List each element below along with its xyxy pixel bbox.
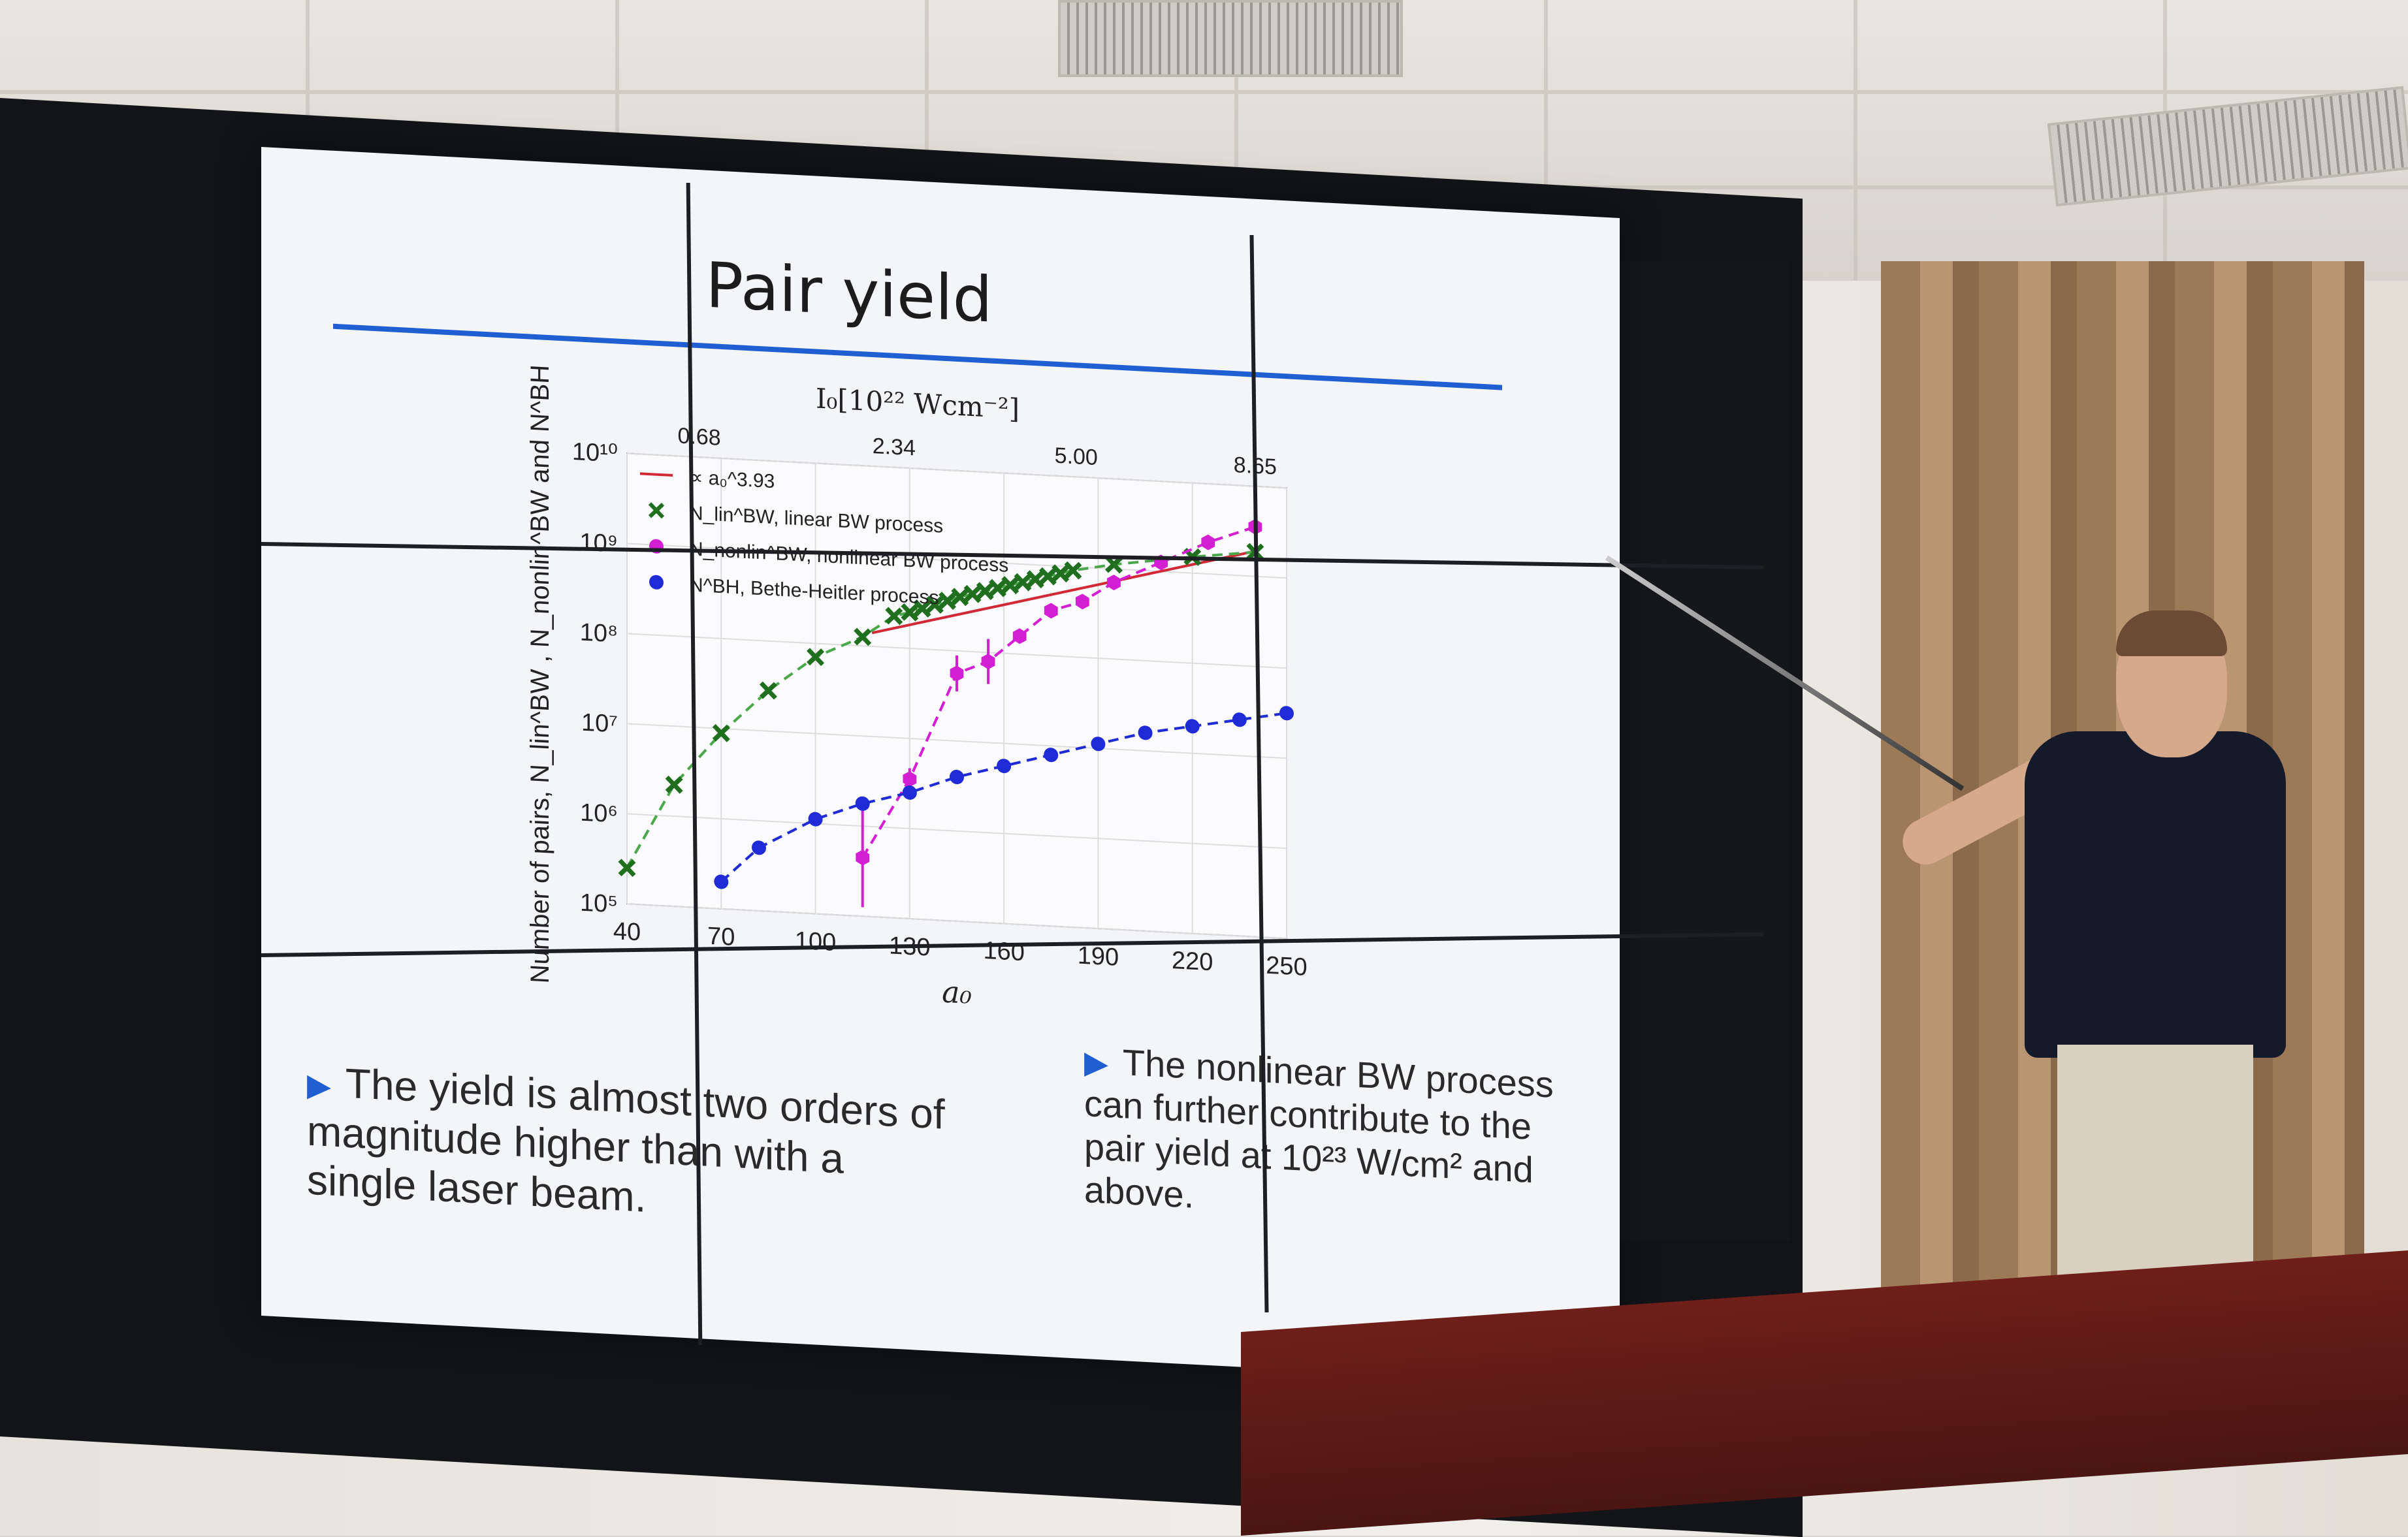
data-point-x bbox=[1064, 561, 1082, 580]
data-point-x bbox=[854, 627, 872, 646]
data-point-x bbox=[963, 584, 982, 603]
ceiling-vent bbox=[1058, 0, 1403, 77]
data-point-x bbox=[885, 607, 903, 626]
data-point-hexagon bbox=[1044, 603, 1058, 619]
grid-line-y bbox=[627, 452, 1287, 489]
data-point-x bbox=[989, 578, 1006, 597]
y-tick-label: 10⁵ bbox=[580, 889, 618, 919]
fit-line bbox=[871, 550, 1256, 635]
data-point-circle bbox=[1044, 748, 1059, 763]
x-tick-label: 100 bbox=[795, 927, 836, 957]
presenter-hair bbox=[2116, 610, 2227, 656]
bullet-text: The nonlinear BW process can further con… bbox=[1084, 1041, 1554, 1216]
bullet-marker-icon: ▶ bbox=[1084, 1045, 1108, 1081]
data-point-hexagon bbox=[1107, 575, 1121, 591]
data-point-x bbox=[712, 723, 730, 742]
data-point-circle bbox=[855, 796, 870, 811]
y-tick-label: 10⁶ bbox=[580, 799, 618, 829]
top-tick-label: 2.34 bbox=[873, 434, 916, 460]
x-tick-label: 190 bbox=[1078, 942, 1119, 972]
data-point-x bbox=[618, 859, 636, 878]
data-point-circle bbox=[997, 759, 1012, 774]
grid-line-y bbox=[627, 813, 1287, 849]
x-tick-label: 40 bbox=[613, 917, 641, 946]
data-point-hexagon bbox=[950, 665, 964, 682]
x-axis-label: a₀ bbox=[942, 974, 972, 1011]
data-point-x bbox=[1026, 570, 1044, 589]
data-point-hexagon bbox=[1201, 534, 1215, 550]
data-point-circle bbox=[1232, 712, 1247, 727]
pair-yield-chart: 407010013016019022025010⁵10⁶10⁷10⁸10⁹10¹… bbox=[526, 364, 1308, 1011]
y-tick-label: 10⁹ bbox=[579, 529, 618, 558]
x-tick-label: 160 bbox=[983, 937, 1024, 966]
y-tick-label: 10¹⁰ bbox=[572, 438, 618, 468]
data-point-x bbox=[951, 588, 969, 607]
data-point-circle bbox=[1279, 706, 1294, 721]
presentation-slide: Pair yield 407010013016019022025010⁵10⁶1… bbox=[261, 147, 1620, 1387]
legend-swatch bbox=[649, 575, 664, 590]
data-point-hexagon bbox=[856, 849, 870, 866]
data-point-circle bbox=[1091, 737, 1106, 752]
data-point-circle bbox=[808, 812, 823, 827]
data-point-hexagon bbox=[1012, 628, 1027, 644]
legend-swatch bbox=[640, 472, 673, 477]
x-tick-label: 250 bbox=[1266, 952, 1307, 981]
plot-area bbox=[626, 452, 1287, 940]
data-point-circle bbox=[902, 785, 917, 800]
legend-swatch bbox=[648, 502, 665, 519]
data-point-x bbox=[807, 648, 825, 667]
data-point-x bbox=[1105, 555, 1123, 574]
data-point-x bbox=[901, 603, 919, 622]
data-point-x bbox=[1001, 576, 1019, 595]
top-axis-label: I₀[10²² Wcm⁻²] bbox=[816, 383, 1019, 425]
data-point-x bbox=[925, 595, 944, 614]
chart-series bbox=[618, 518, 1294, 908]
chart-grid bbox=[626, 452, 1287, 940]
data-point-x bbox=[1039, 567, 1057, 586]
data-point-circle bbox=[752, 840, 766, 855]
data-point-x bbox=[939, 592, 957, 610]
x-tick-label: 220 bbox=[1172, 947, 1213, 976]
data-point-x bbox=[913, 599, 931, 618]
top-tick-label: 5.00 bbox=[1055, 443, 1098, 470]
data-point-x bbox=[665, 775, 683, 794]
data-point-circle bbox=[1185, 719, 1200, 734]
grid-line-y bbox=[627, 903, 1287, 940]
data-point-hexagon bbox=[903, 771, 917, 787]
data-point-circle bbox=[1138, 725, 1153, 740]
y-tick-label: 10⁸ bbox=[580, 619, 618, 648]
y-tick-label: 10⁷ bbox=[581, 709, 618, 738]
data-point-hexagon bbox=[1075, 594, 1089, 610]
data-point-x bbox=[976, 582, 994, 601]
data-point-hexagon bbox=[981, 654, 995, 670]
chart-axes: 407010013016019022025010⁵10⁶10⁷10⁸10⁹10¹… bbox=[526, 364, 1308, 1011]
grid-line-y bbox=[627, 633, 1287, 669]
grid-line-y bbox=[627, 723, 1287, 759]
bullet-marker-icon: ▶ bbox=[307, 1068, 331, 1104]
presenter-shirt bbox=[2025, 731, 2286, 1058]
data-point-circle bbox=[950, 769, 964, 785]
bullet-right: ▶ The nonlinear BW process can further co… bbox=[1084, 1039, 1581, 1237]
data-point-x bbox=[1014, 573, 1032, 592]
data-point-circle bbox=[714, 874, 729, 889]
top-tick-label: 0.68 bbox=[678, 423, 721, 450]
data-point-x bbox=[759, 681, 777, 700]
y-axis-label: Number of pairs, N_lin^BW , N_nonlin^BW … bbox=[526, 364, 554, 984]
data-point-x bbox=[1051, 564, 1070, 583]
legend-label: ∝ a₀^3.93 bbox=[689, 466, 775, 492]
